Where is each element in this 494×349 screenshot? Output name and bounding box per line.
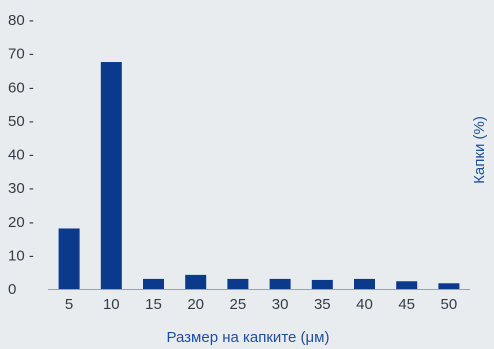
y-tick-label: 30 - bbox=[8, 180, 34, 197]
y-tick-label: 50 - bbox=[8, 113, 34, 130]
x-tick-label: 25 bbox=[230, 296, 247, 313]
y-tick-label: 0 bbox=[8, 281, 16, 298]
y-tick-label: 70 - bbox=[8, 46, 34, 63]
bar bbox=[311, 279, 333, 289]
x-axis-ticks: 5 10 15 20 25 30 35 40 45 50 bbox=[65, 296, 457, 313]
bar bbox=[100, 62, 122, 289]
x-tick-label: 15 bbox=[145, 296, 162, 313]
x-tick-label: 50 bbox=[441, 296, 458, 313]
x-tick-label: 10 bbox=[103, 296, 120, 313]
bar bbox=[354, 278, 375, 289]
bar bbox=[58, 228, 80, 289]
x-tick-label: 5 bbox=[65, 296, 73, 313]
x-tick-label: 30 bbox=[272, 296, 289, 313]
y-axis-ticks: 0 10 - 20 - 30 - 40 - 50 - 60 - 70 - 80 - bbox=[8, 12, 34, 298]
bar bbox=[227, 278, 249, 289]
bars bbox=[58, 62, 460, 289]
x-tick-label: 40 bbox=[356, 296, 373, 313]
y-axis-title: Капки (%) bbox=[471, 116, 488, 184]
y-tick-label: 40 - bbox=[8, 147, 34, 164]
bar bbox=[396, 281, 418, 289]
bar bbox=[269, 278, 291, 289]
x-tick-label: 45 bbox=[398, 296, 415, 313]
y-tick-label: 20 - bbox=[8, 214, 34, 231]
y-tick-label: 80 - bbox=[8, 12, 34, 29]
y-tick-label: 10 - bbox=[8, 247, 34, 264]
x-tick-label: 20 bbox=[187, 296, 204, 313]
bar bbox=[143, 278, 164, 289]
y-tick-label: 60 - bbox=[8, 79, 34, 96]
bar bbox=[438, 283, 460, 289]
x-axis-title: Размер на капките (μм) bbox=[167, 329, 330, 346]
x-tick-label: 35 bbox=[314, 296, 331, 313]
bar bbox=[185, 274, 207, 289]
